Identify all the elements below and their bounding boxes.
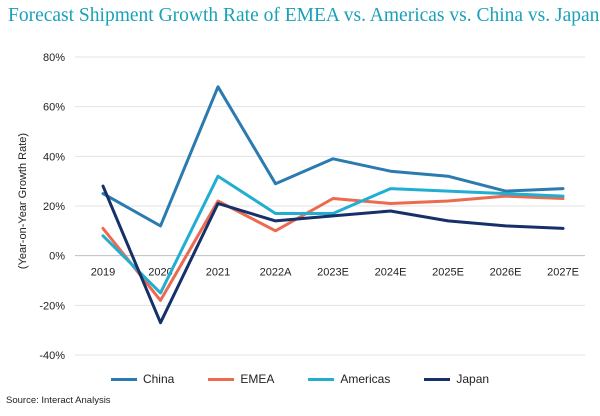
legend-item-emea: EMEA [208, 372, 274, 386]
x-tick-label: 2019 [91, 267, 115, 279]
y-tick-label: 60% [43, 102, 65, 114]
y-tick-label: -40% [39, 350, 65, 362]
series-line-americas [101, 174, 565, 295]
legend-item-japan: Japan [424, 372, 489, 386]
y-tick-label: 40% [43, 151, 65, 163]
legend-swatch [308, 377, 335, 381]
chart-legend: China EMEA Americas Japan [0, 370, 600, 388]
x-tick-label: 2020 [148, 267, 172, 279]
x-tick-label: 2024E [375, 267, 407, 279]
legend-swatch [110, 377, 137, 381]
x-tick-label: 2027E [547, 267, 579, 279]
legend-label: China [142, 372, 175, 386]
legend-label: EMEA [240, 372, 275, 386]
legend-label: Americas [340, 372, 391, 386]
legend-swatch [424, 377, 451, 381]
y-tick-label: -20% [39, 300, 65, 312]
x-tick-label: 2021 [206, 267, 230, 279]
legend-label: Japan [456, 372, 490, 386]
x-tick-label: 2025E [432, 267, 464, 279]
y-tick-label: 80% [43, 52, 65, 64]
legend-item-china: China [110, 372, 175, 386]
x-tick-label: 2022A [260, 267, 292, 279]
legend-swatch [208, 377, 235, 381]
series-line-emea [101, 194, 565, 302]
source-note: Source: Interact Analysis [6, 395, 111, 406]
x-tick-label: 2023E [317, 267, 349, 279]
legend-item-americas: Americas [308, 372, 390, 386]
series-line-japan [101, 184, 565, 325]
x-tick-label: 2026E [490, 267, 522, 279]
series-line-china [101, 85, 565, 228]
y-tick-label: 20% [43, 201, 65, 213]
chart-title: Forecast Shipment Growth Rate of EMEA vs… [8, 5, 600, 26]
y-tick-label: 0% [49, 251, 65, 263]
